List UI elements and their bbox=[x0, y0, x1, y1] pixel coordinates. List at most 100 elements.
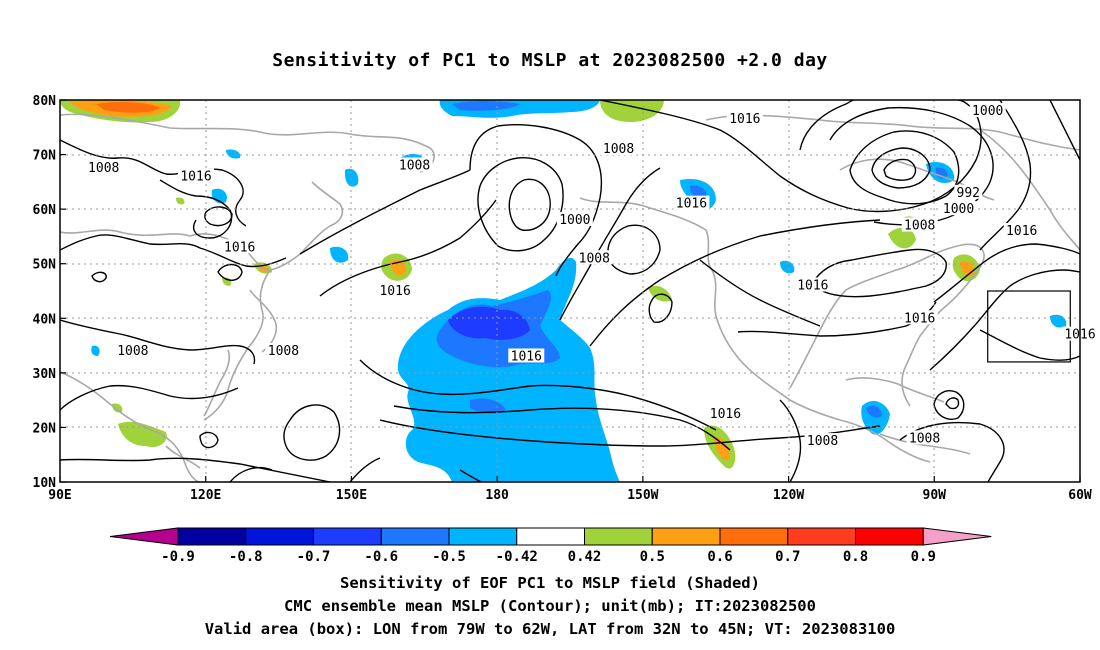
lat-tick-label: 80N bbox=[33, 94, 57, 109]
lat-tick-label: 40N bbox=[33, 312, 57, 327]
lon-tick-label: 150E bbox=[336, 488, 367, 503]
plot-title: Sensitivity of PC1 to MSLP at 2023082500… bbox=[272, 50, 828, 71]
contour-label-bg bbox=[178, 168, 214, 183]
colorbar-label: 0.42 bbox=[568, 549, 602, 565]
caption-line-3: Valid area (box): LON from 79W to 62W, L… bbox=[204, 620, 896, 638]
negative-sensitivity-region bbox=[452, 101, 520, 111]
negative-sensitivity-region bbox=[861, 400, 890, 435]
contour-label-bg bbox=[377, 283, 414, 297]
negative-sensitivity-region bbox=[866, 405, 882, 418]
colorbar-swatch bbox=[516, 527, 585, 546]
negative-sensitivity-region bbox=[780, 260, 795, 274]
colorbar-label: -0.5 bbox=[432, 549, 466, 565]
colorbar-swatch bbox=[177, 527, 247, 546]
contour-label-bg bbox=[901, 217, 938, 232]
colorbar-label: -0.9 bbox=[161, 549, 195, 565]
contour-label: 1000 bbox=[559, 213, 590, 228]
contour-label: 1016 bbox=[180, 169, 211, 184]
colorbar-swatch bbox=[787, 527, 856, 546]
positive-sensitivity-region bbox=[888, 227, 916, 249]
colorbar-swatch bbox=[448, 527, 518, 546]
contour-label-bg bbox=[556, 212, 593, 227]
positive-sensitivity-region bbox=[118, 421, 167, 448]
negative-sensitivity-region bbox=[344, 168, 359, 187]
colorbar-min-triangle bbox=[109, 527, 179, 546]
positive-sensitivity-region bbox=[112, 403, 123, 413]
contour-label-bg bbox=[940, 201, 977, 216]
contour-label-bg bbox=[265, 343, 302, 358]
contour-label: 1016 bbox=[797, 279, 828, 294]
negative-sensitivity-region bbox=[448, 306, 530, 340]
colorbar: -0.9 -0.8 -0.7 -0.6 -0.5 -0.42 0.42 0.5 0.6 0.7 0.… bbox=[109, 527, 992, 565]
map-frame bbox=[59, 99, 1081, 483]
contour-label: 992 bbox=[957, 186, 980, 201]
contour-label: 1008 bbox=[909, 431, 940, 446]
negative-sensitivity-region bbox=[226, 149, 241, 159]
lat-tick-label: 30N bbox=[33, 367, 57, 382]
caption-line-1: Sensitivity of EOF PC1 to MSLP field (Sh… bbox=[340, 574, 760, 592]
colorbar-swatch bbox=[719, 527, 789, 546]
colorbar-label: 0.8 bbox=[843, 549, 868, 565]
contour-label-bg bbox=[804, 433, 841, 448]
contour-label: 1008 bbox=[579, 251, 610, 266]
lon-tick-label: 150W bbox=[627, 488, 658, 503]
colorbar-label: 0.7 bbox=[775, 549, 800, 565]
colorbar-label: -0.42 bbox=[496, 549, 538, 565]
contour-label: 1016 bbox=[729, 112, 760, 127]
contour-label-bg bbox=[969, 102, 1006, 117]
contour-label-bg bbox=[576, 250, 613, 265]
contour-label-bg bbox=[221, 239, 258, 254]
colorbar-swatch bbox=[651, 527, 721, 546]
contour-label-bg bbox=[1003, 222, 1040, 237]
contour-label: 1016 bbox=[1006, 224, 1037, 239]
colorbar-label: -0.7 bbox=[297, 549, 331, 565]
colorbar-max-triangle bbox=[922, 527, 992, 546]
lat-tick-label: 70N bbox=[33, 149, 57, 164]
contour-label-bg bbox=[707, 405, 744, 420]
contour-label: 1016 bbox=[676, 197, 707, 212]
contour-label: 1008 bbox=[603, 142, 634, 157]
contour-label-bg bbox=[954, 184, 983, 199]
colorbar-label: 0.5 bbox=[640, 549, 665, 565]
colorbar-swatch bbox=[855, 527, 924, 546]
caption-line-2: CMC ensemble mean MSLP (Contour); unit(m… bbox=[284, 597, 816, 615]
lat-tick-label: 10N bbox=[33, 476, 57, 491]
contour-label-bg bbox=[600, 141, 637, 156]
contour-label: 1008 bbox=[88, 161, 119, 176]
contour-label-bg bbox=[114, 343, 151, 358]
contour-label-bg bbox=[901, 310, 938, 325]
contour-label-bg bbox=[906, 430, 943, 445]
contour-label-bg bbox=[396, 157, 433, 172]
negative-sensitivity-region bbox=[330, 246, 349, 263]
positive-sensitivity-region bbox=[600, 100, 664, 122]
colorbar-swatch bbox=[313, 527, 382, 546]
lon-tick-label: 90W bbox=[923, 488, 947, 503]
contour-label: 1016 bbox=[224, 240, 255, 255]
positive-sensitivity-region bbox=[176, 197, 185, 205]
shaded-sensitivity-field bbox=[60, 100, 1067, 482]
contour-label-bg bbox=[508, 348, 545, 363]
negative-sensitivity-region bbox=[470, 398, 506, 414]
contour-label-bg bbox=[673, 195, 710, 210]
contour-label-bg bbox=[726, 111, 763, 126]
lon-tick-label: 120W bbox=[773, 488, 804, 503]
contour-label: 1016 bbox=[511, 349, 542, 364]
contour-label: 1016 bbox=[710, 407, 741, 422]
lat-tick-label: 60N bbox=[33, 203, 57, 218]
colorbar-label: -0.8 bbox=[229, 549, 263, 565]
valid-area-box bbox=[987, 290, 1071, 363]
contour-label: 1008 bbox=[904, 219, 935, 234]
lon-tick-label: 90E bbox=[48, 488, 71, 503]
contour-label: 1016 bbox=[904, 311, 935, 326]
lon-tick-label: 120E bbox=[190, 488, 221, 503]
colorbar-swatch bbox=[245, 527, 314, 546]
negative-sensitivity-region bbox=[397, 257, 620, 482]
colorbar-swatch bbox=[584, 527, 653, 546]
axis-ticks: 90E 120E 150E 180 150W 120W 90W 60W 80N 70N 60N 50N… bbox=[33, 94, 1092, 503]
lon-tick-label: 60W bbox=[1068, 488, 1092, 503]
contour-label: 1016 bbox=[379, 284, 410, 299]
lat-tick-label: 20N bbox=[33, 421, 57, 436]
negative-sensitivity-region bbox=[555, 352, 594, 386]
contour-label-bg bbox=[794, 277, 831, 292]
